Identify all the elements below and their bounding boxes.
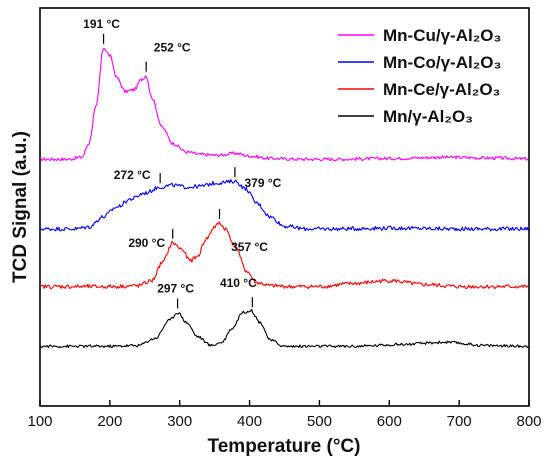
peak-label: 379 °C [244, 176, 281, 190]
legend-label: Mn-Cu/γ-Al₂O₃ [383, 26, 501, 45]
x-tick-label: 600 [377, 413, 402, 430]
peak-label: 290 °C [128, 236, 165, 250]
peak-label: 357 °C [231, 240, 268, 254]
x-tick-label: 400 [237, 413, 262, 430]
plot-frame [39, 7, 530, 407]
x-tick-label: 800 [516, 413, 541, 430]
peak-label: 191 °C [83, 17, 120, 31]
series-line-2 [39, 221, 529, 290]
legend: Mn-Cu/γ-Al₂O₃ Mn-Co/γ-Al₂O₃ Mn-Ce/γ-Al₂O₃ M… [338, 26, 501, 126]
peak-label: 252 °C [154, 41, 191, 55]
x-tick-label: 300 [167, 413, 192, 430]
legend-label: Mn-Co/γ-Al₂O₃ [383, 53, 501, 72]
legend-label: Mn/γ-Al₂O₃ [383, 107, 473, 126]
peak-annotations: 191 °C 252 °C 272 °C 379 °C 290 °C 357 °C 297 … [83, 17, 282, 309]
peak-label: 410 °C [220, 276, 257, 290]
x-tick-label: 100 [27, 413, 52, 430]
series-line-0 [39, 47, 529, 162]
x-axis-title: Temperature (°C) [208, 436, 361, 457]
y-axis-title: TCD Signal (a.u.) [10, 131, 31, 283]
x-tick-label: 700 [447, 413, 472, 430]
series-line-1 [39, 179, 529, 232]
series-layer [39, 47, 529, 349]
x-axis-ticks: 100 200 300 400 500 600 700 800 [27, 400, 542, 430]
x-tick-label: 200 [97, 413, 122, 430]
x-tick-label: 500 [307, 413, 332, 430]
peak-label: 272 °C [114, 168, 151, 182]
series-line-3 [39, 308, 529, 349]
legend-label: Mn-Ce/γ-Al₂O₃ [383, 80, 500, 99]
peak-label: 297 °C [157, 281, 194, 295]
